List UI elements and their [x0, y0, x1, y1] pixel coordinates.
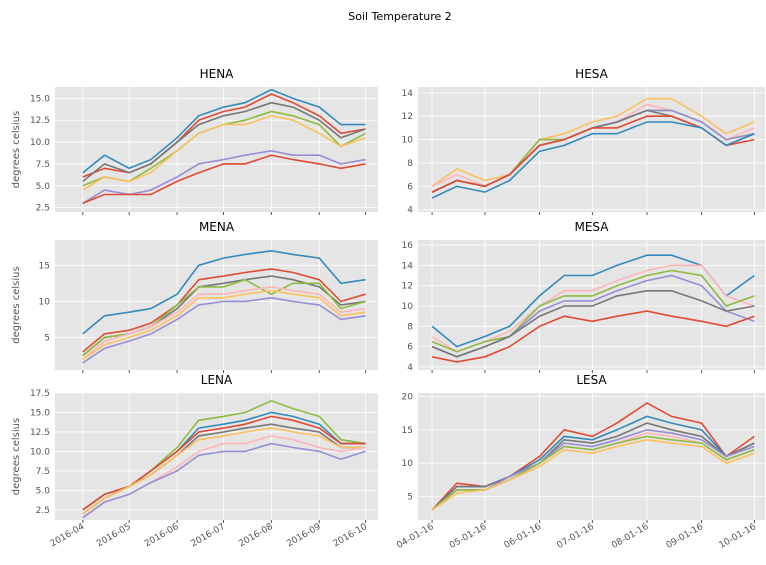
plot-area — [55, 393, 378, 520]
y-tick-label: 4 — [407, 363, 413, 373]
data-line — [82, 114, 366, 191]
y-tick-label: 14 — [402, 89, 414, 99]
plot-area — [418, 240, 765, 370]
x-tick-label: 07-01-16 — [555, 522, 596, 551]
y-tick-label: 15.0 — [30, 408, 50, 418]
y-axis-label: degrees celsius — [11, 418, 22, 495]
plot-area — [418, 393, 765, 520]
subplot-title: MENA — [199, 220, 235, 234]
x-tick-label: 2016-06 — [143, 522, 181, 550]
y-tick-label: 2.5 — [36, 506, 50, 516]
x-tick-label: 06-01-16 — [503, 522, 544, 551]
data-line — [82, 88, 366, 174]
x-tick-label: 2016-04 — [49, 522, 87, 550]
y-tick-label: 10.0 — [30, 138, 50, 148]
x-tick-label: 2016-08 — [237, 522, 275, 550]
figure-title: Soil Temperature 2 — [348, 10, 452, 23]
y-tick-label: 16 — [402, 241, 414, 251]
data-line — [82, 289, 366, 360]
y-tick-label: 12.5 — [30, 116, 50, 126]
y-tick-label: 5 — [44, 334, 50, 344]
data-line — [82, 101, 366, 183]
y-tick-label: 10 — [402, 136, 414, 146]
y-tick-label: 17.5 — [30, 389, 50, 399]
y-tick-label: 2.5 — [36, 204, 50, 214]
y-tick-label: 15.0 — [30, 94, 50, 104]
x-tick-label: 05-01-16 — [448, 522, 489, 551]
data-line — [431, 269, 755, 353]
y-tick-label: 12.5 — [30, 428, 50, 438]
y-tick-label: 4 — [407, 206, 413, 216]
x-tick-label: 2016-05 — [95, 522, 133, 549]
subplot-title: LESA — [576, 373, 607, 387]
x-tick-label: 10-01-16 — [718, 522, 759, 551]
y-tick-label: 10.0 — [30, 447, 50, 457]
subplot-title: HENA — [200, 67, 235, 81]
data-line — [82, 249, 366, 335]
x-tick-label: 2016-07 — [189, 522, 227, 549]
y-tick-label: 7.5 — [36, 467, 50, 477]
y-tick-label: 10 — [39, 297, 51, 307]
y-tick-label: 15 — [402, 426, 413, 436]
data-line — [431, 422, 755, 511]
data-line — [431, 310, 755, 363]
y-tick-label: 15 — [39, 261, 50, 271]
x-tick-label: 08-01-16 — [610, 522, 651, 551]
data-line — [82, 286, 366, 360]
y-tick-label: 5.0 — [36, 182, 51, 192]
data-line — [82, 296, 366, 364]
y-tick-label: 8 — [407, 159, 413, 169]
subplot-title: HESA — [575, 67, 608, 81]
data-line — [431, 97, 755, 187]
y-tick-label: 10 — [402, 459, 414, 469]
x-tick-label: 2016-10 — [332, 522, 370, 550]
data-line — [431, 121, 755, 199]
y-axis-label: degrees celsius — [11, 111, 22, 188]
x-tick-label: 09-01-16 — [665, 522, 706, 551]
data-line — [82, 268, 366, 353]
y-tick-label: 7.5 — [36, 160, 50, 170]
y-tick-label: 12 — [402, 282, 413, 292]
y-tick-label: 5 — [407, 493, 413, 503]
y-tick-label: 20 — [402, 392, 414, 402]
plot-area — [55, 87, 378, 212]
x-tick-label: 2016-09 — [285, 522, 323, 550]
y-tick-label: 12 — [402, 112, 413, 122]
data-line — [431, 438, 755, 511]
y-axis-label: degrees celsius — [11, 266, 22, 343]
data-line — [82, 442, 366, 519]
plot-area — [55, 240, 378, 370]
data-line — [431, 290, 755, 358]
data-line — [82, 154, 366, 205]
plot-area — [418, 87, 765, 212]
y-tick-label: 6 — [407, 182, 413, 192]
y-tick-label: 6 — [407, 343, 413, 353]
subplot-title: MESA — [575, 220, 610, 234]
subplot-title: LENA — [201, 373, 233, 387]
x-tick-label: 04-01-16 — [395, 522, 436, 551]
data-line — [82, 427, 366, 515]
y-tick-label: 10 — [402, 302, 414, 312]
y-tick-label: 5.0 — [36, 486, 51, 496]
y-tick-label: 14 — [402, 261, 414, 271]
y-tick-label: 8 — [407, 322, 413, 332]
